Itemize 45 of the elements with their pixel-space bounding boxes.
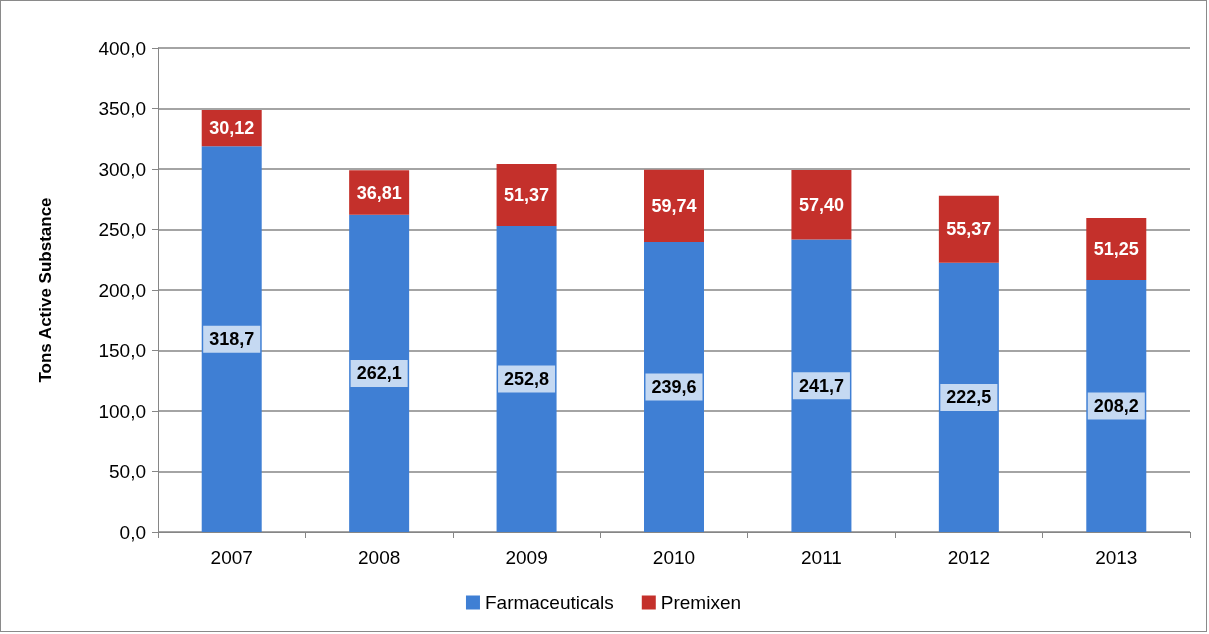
bar — [1086, 280, 1147, 532]
y-tick-label: 0,0 — [119, 521, 146, 543]
bar — [496, 226, 557, 532]
bar — [349, 214, 410, 532]
y-tick-label: 250,0 — [98, 219, 146, 240]
bar — [791, 170, 852, 240]
data-label: 241,7 — [798, 375, 844, 396]
y-tick-label: 150,0 — [98, 340, 146, 361]
x-tick-label: 2009 — [505, 547, 548, 568]
x-tick-label: 2011 — [801, 547, 842, 568]
bar — [496, 163, 557, 227]
x-tick-label: 2012 — [947, 547, 990, 568]
x-tick-label: 2007 — [210, 547, 253, 568]
y-tick-label: 200,0 — [98, 279, 146, 301]
data-label: 318,7 — [209, 329, 255, 350]
y-tick-label: 350,0 — [98, 98, 146, 119]
y-tick-label: 400,0 — [98, 37, 146, 59]
data-label: 57,40 — [798, 194, 844, 215]
data-label: 55,37 — [946, 219, 992, 240]
bar — [644, 242, 704, 532]
y-tick-label: 100,0 — [98, 400, 146, 422]
data-label: 239,6 — [651, 377, 697, 398]
bar — [201, 146, 262, 532]
data-label: 51,37 — [504, 185, 550, 206]
y-tick-label: 50,0 — [109, 461, 146, 482]
data-label: 59,74 — [651, 195, 697, 216]
y-tick-label: 300,0 — [98, 158, 146, 180]
x-tick-label: 2010 — [652, 547, 696, 568]
y-axis-title: Tons Active Substance — [36, 197, 55, 383]
data-label: 51,25 — [1093, 239, 1139, 260]
data-label: 30,12 — [209, 118, 255, 139]
data-label: 262,1 — [356, 363, 402, 384]
data-label: 36,81 — [356, 182, 402, 203]
bar — [938, 195, 999, 263]
bar — [938, 262, 999, 532]
x-tick-label: 2013 — [1095, 547, 1138, 568]
data-label: 222,5 — [946, 387, 992, 408]
x-tick-label: 2008 — [358, 547, 401, 568]
data-label: 208,2 — [1093, 396, 1139, 417]
bar — [644, 169, 704, 243]
bar — [1086, 218, 1147, 281]
legend-label: Farmaceuticals — [484, 592, 614, 613]
data-label: 252,8 — [504, 369, 550, 390]
bar — [791, 239, 852, 532]
legend-label: Premixen — [660, 592, 742, 613]
